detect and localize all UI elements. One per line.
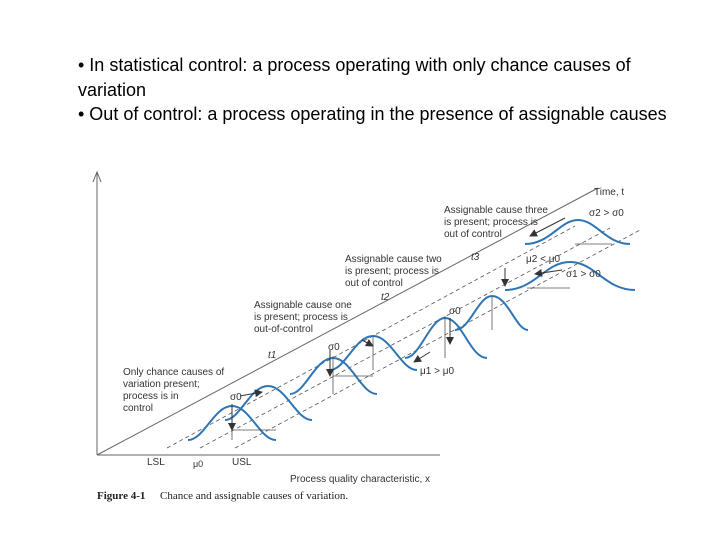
svg-text:out-of-control: out-of-control: [254, 324, 313, 335]
bullet-out-of-control: • Out of control: a process operating in…: [78, 104, 667, 124]
svg-text:Assignable cause one: Assignable cause one: [254, 300, 352, 311]
sigma-label-b: σ0: [328, 342, 340, 353]
slide-bullets: • In statistical control: a process oper…: [78, 53, 698, 127]
sigma-label-c: σ0: [449, 306, 461, 317]
figure-caption: Figure 4-1 Chance and assignable causes …: [97, 490, 348, 502]
bullet-in-control: • In statistical control: a process oper…: [78, 55, 631, 100]
curve-wide-1: [504, 260, 636, 291]
mean-label-mu2: μ2 < μ0: [526, 254, 560, 265]
svg-text:out of control: out of control: [345, 278, 403, 289]
svg-text:process is in: process is in: [123, 391, 179, 402]
mu0-guide: [199, 227, 611, 449]
svg-text:Assignable cause two: Assignable cause two: [345, 254, 442, 265]
svg-text:variation present;: variation present;: [123, 379, 200, 390]
note-arrows: [228, 217, 566, 431]
svg-text:is present; process is: is present; process is: [254, 312, 348, 323]
lsl-label: LSL: [147, 457, 165, 468]
svg-text:out of control: out of control: [444, 229, 502, 240]
usl-label: USL: [232, 457, 252, 468]
sigma-label-s1: σ1 > σ0: [566, 269, 601, 280]
svg-text:control: control: [123, 403, 153, 414]
note-cause-three: Assignable cause three is present; proce…: [444, 205, 548, 240]
sigma-label-s2: σ2 > σ0: [589, 208, 624, 219]
curve-shifted-mean: [404, 316, 488, 359]
time-label-t2: t2: [381, 292, 390, 303]
caption-label: Figure 4-1: [97, 490, 145, 502]
y-axis-arrow: [92, 170, 102, 183]
curve-in-control-2: [224, 384, 313, 421]
svg-text:Assignable cause three: Assignable cause three: [444, 205, 548, 216]
time-axis: [96, 187, 599, 456]
curve-cause-one: [329, 334, 418, 371]
mu0-label: μ0: [193, 459, 203, 469]
note-cause-one: Assignable cause one is present; process…: [254, 300, 352, 335]
note-chance-causes: Only chance causes of variation present;…: [123, 367, 224, 414]
caption-text: Chance and assignable causes of variatio…: [160, 490, 348, 502]
svg-text:is present; process is: is present; process is: [444, 217, 538, 228]
mean-label-mu1: μ1 > μ0: [420, 366, 454, 377]
note-cause-two: Assignable cause two is present; process…: [345, 254, 442, 289]
svg-text:Only chance causes of: Only chance causes of: [123, 367, 224, 378]
time-label-t3: t3: [471, 252, 480, 263]
time-label-t1: t1: [268, 350, 276, 361]
axis-label-quality: Process quality characteristic, x: [290, 474, 430, 485]
curve-wide-2: [524, 218, 631, 245]
sigma-label-a: σ0: [230, 392, 242, 403]
axis-label-time: Time, t: [594, 187, 624, 198]
svg-text:is present; process is: is present; process is: [345, 266, 439, 277]
curve-cause-two: [454, 294, 529, 331]
